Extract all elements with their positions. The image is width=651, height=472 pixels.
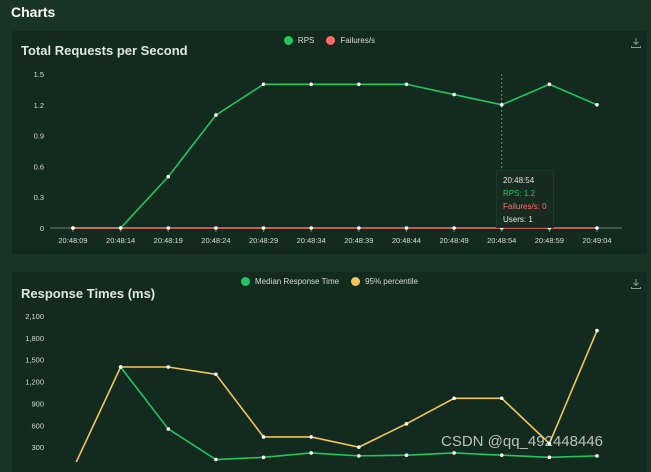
rps-tooltip: 20:48:54 RPS: 1.2 Failures/s: 0 Users: 1 <box>496 170 554 228</box>
tooltip-rps: RPS: 1.2 <box>503 189 536 198</box>
legend-dot-p95 <box>351 277 361 286</box>
tooltip-failures: Failures/s: 0 <box>503 202 547 211</box>
tooltip-time: 20:48:54 <box>503 176 535 185</box>
rps-chart-legend: RPS Failures/s <box>12 36 647 45</box>
legend-dot-failures <box>326 36 336 45</box>
response-times-legend: Median Response Time 95% percentile <box>12 277 647 286</box>
page-title: Charts <box>11 4 56 20</box>
legend-label-failures: Failures/s <box>340 36 376 45</box>
rps-chart-title: Total Requests per Second <box>21 43 188 58</box>
watermark: CSDN @qq_492448446 <box>441 433 604 450</box>
legend-item-failures[interactable]: Failures/s <box>326 36 375 45</box>
legend-label-p95: 95% percentile <box>365 277 418 286</box>
tooltip-users: Users: 1 <box>503 215 533 224</box>
legend-item-median[interactable]: Median Response Time <box>241 277 339 286</box>
download-icon[interactable] <box>630 37 642 49</box>
legend-label-rps: RPS <box>297 36 315 45</box>
legend-item-p95[interactable]: 95% percentile <box>351 277 418 286</box>
download-icon[interactable] <box>630 278 642 290</box>
legend-dot-rps <box>283 36 293 45</box>
response-times-title: Response Times (ms) <box>21 286 156 301</box>
legend-label-median: Median Response Time <box>255 277 340 286</box>
legend-item-rps[interactable]: RPS <box>283 36 315 45</box>
legend-dot-median <box>241 277 251 286</box>
